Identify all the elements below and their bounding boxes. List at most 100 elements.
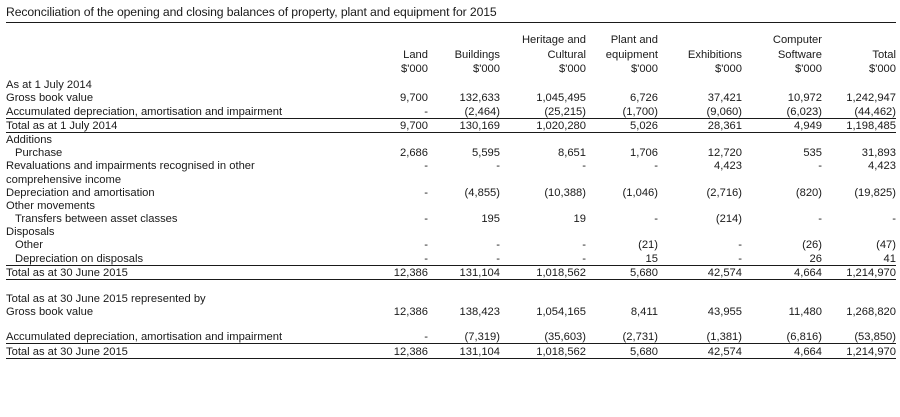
cell: 195	[481, 213, 500, 226]
col-header-buildings: Buildings	[454, 49, 500, 61]
cell: 1,018,562	[500, 343, 586, 359]
cell: -	[424, 331, 428, 344]
cell: -	[582, 160, 586, 173]
cell: (35,603)	[544, 331, 586, 344]
cell: (26)	[802, 239, 822, 252]
row-label: Depreciation and amortisation	[6, 186, 155, 199]
table-row: Additions	[6, 132, 896, 146]
reconciliation-table: Heritage and Plant and Computer Land Bui…	[6, 31, 896, 359]
cell: -	[654, 160, 658, 173]
cell: 19	[573, 213, 586, 226]
cell: 12,386	[362, 343, 428, 359]
cell: 11,480	[788, 306, 822, 319]
table-row: Depreciation on disposals - - - 15 - 26 …	[6, 251, 896, 265]
cell: 132,633	[459, 92, 500, 105]
cell: (44,462)	[854, 105, 896, 118]
cell: 28,361	[658, 117, 742, 133]
cell: 41	[883, 252, 896, 265]
cell: 1,198,485	[822, 117, 896, 133]
cell: 4,423	[868, 160, 896, 173]
row-label: Accumulated depreciation, amortisation a…	[6, 105, 283, 118]
cell: 8,411	[630, 306, 658, 319]
cell: 131,104	[428, 343, 500, 359]
table-row: Disposals	[6, 225, 896, 238]
cell: 37,421	[707, 92, 742, 105]
col-header-l1	[362, 31, 428, 46]
total-row: Total as at 30 June 2015 12,386 131,104 …	[6, 264, 896, 280]
col-header-l1	[822, 31, 896, 46]
cell: -	[496, 160, 500, 173]
cell: 12,386	[393, 306, 428, 319]
cell: -	[496, 239, 500, 252]
col-header-land: Land	[403, 49, 428, 61]
subtotal-row: Total as at 1 July 2014 9,700 130,169 1,…	[6, 117, 896, 133]
row-label: Depreciation on disposals	[15, 252, 144, 265]
cell: 10,972	[787, 92, 822, 105]
table-row: Gross book value 12,386 138,423 1,054,16…	[6, 305, 896, 318]
col-header-total: Total	[872, 49, 896, 61]
table-title: Reconciliation of the opening and closin…	[6, 5, 497, 19]
cell: (2,716)	[706, 186, 742, 199]
row-label: Additions	[6, 133, 53, 146]
col-unit: $'000	[794, 63, 822, 75]
cell: 26	[809, 252, 822, 265]
cell: (4,855)	[464, 186, 500, 199]
col-unit: $'000	[714, 63, 742, 75]
col-unit: $'000	[630, 63, 658, 75]
cell: 6,726	[630, 92, 658, 105]
cell: 138,423	[459, 306, 500, 319]
cell: -	[424, 252, 428, 265]
cell: -	[424, 239, 428, 252]
row-label: Total as at 30 June 2015	[6, 343, 362, 359]
cell: (2,464)	[464, 105, 500, 118]
cell: 1,242,947	[846, 92, 896, 105]
col-header-l1	[428, 31, 500, 46]
row-label: Other	[15, 239, 43, 252]
table-row: Other - - - (21) - (26) (47)	[6, 238, 896, 251]
col-header-l1: Plant and	[610, 34, 658, 46]
table-row: Accumulated depreciation, amortisation a…	[6, 104, 896, 118]
row-label: As at 1 July 2014	[6, 79, 92, 92]
cell: (1,700)	[622, 105, 658, 118]
table-row: As at 1 July 2014	[6, 78, 896, 91]
cell: -	[654, 213, 658, 226]
total-row: Total as at 30 June 2015 12,386 131,104 …	[6, 343, 896, 359]
cell: -	[424, 213, 428, 226]
cell: 43,955	[707, 306, 742, 319]
cell: 1,214,970	[822, 343, 896, 359]
cell: 15	[645, 252, 658, 265]
cell: 31,893	[861, 147, 896, 160]
cell: 4,664	[742, 343, 822, 359]
col-header-plant: equipment	[605, 49, 658, 61]
row-label: comprehensive income	[6, 173, 122, 186]
cell: -	[892, 213, 896, 226]
cell: (1,046)	[622, 186, 658, 199]
row-label: Other movements	[6, 199, 95, 212]
cell: 4,423	[714, 160, 742, 173]
cell: (25,215)	[544, 105, 586, 118]
col-header-software: Software	[777, 49, 822, 61]
table-row: Total as at 30 June 2015 represented by	[6, 292, 896, 305]
table-row: Accumulated depreciation, amortisation a…	[6, 330, 896, 344]
cell: (6,023)	[786, 105, 822, 118]
row-label: Purchase	[15, 147, 63, 160]
cell: -	[424, 105, 428, 118]
cell: -	[424, 186, 428, 199]
cell: -	[738, 239, 742, 252]
header-units-row: $'000 $'000 $'000 $'000 $'000 $'000 $'00…	[6, 61, 896, 78]
cell: 131,104	[428, 264, 500, 280]
cell: (214)	[715, 213, 742, 226]
row-label: Disposals	[6, 226, 55, 239]
cell: 1,268,820	[846, 306, 896, 319]
cell: 5,680	[586, 264, 658, 280]
cell: (19,825)	[854, 186, 896, 199]
table-row: Purchase 2,686 5,595 8,651 1,706 12,720 …	[6, 146, 896, 159]
cell: -	[818, 213, 822, 226]
row-label: Gross book value	[6, 306, 94, 319]
cell: 1,045,495	[536, 92, 586, 105]
cell: 42,574	[658, 264, 742, 280]
col-unit: $'000	[400, 63, 428, 75]
col-unit: $'000	[558, 63, 586, 75]
row-label: Gross book value	[6, 92, 94, 105]
cell: -	[496, 252, 500, 265]
